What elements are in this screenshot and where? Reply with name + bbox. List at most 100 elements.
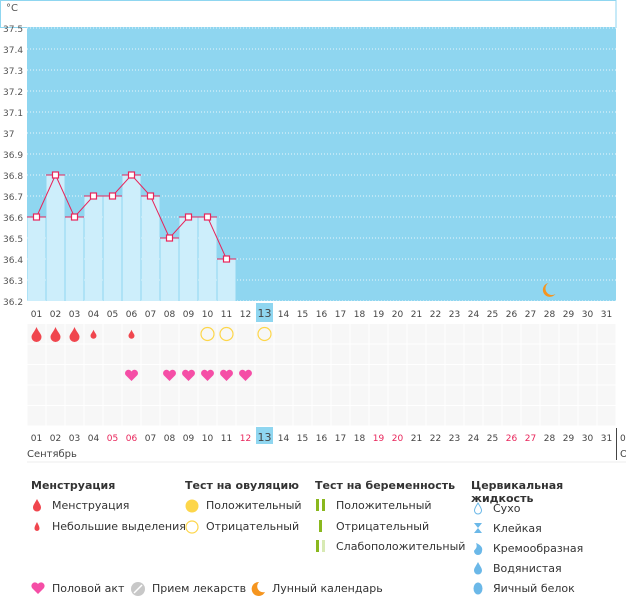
moon-icon (251, 581, 265, 596)
cell (122, 344, 141, 364)
cell (388, 365, 407, 385)
temp-bar (65, 217, 84, 301)
cell (255, 406, 274, 426)
cell (103, 344, 122, 364)
day-label-top: 19 (373, 310, 385, 320)
cell (407, 344, 426, 364)
cell (160, 344, 179, 364)
heart-icon (31, 582, 45, 594)
cell (445, 344, 464, 364)
y-tick-label: 36.3 (3, 277, 23, 287)
cell (141, 344, 160, 364)
legend-pregnancy-title: Тест на беременность (315, 479, 456, 492)
cell (274, 406, 293, 426)
cell (331, 344, 350, 364)
cell (597, 344, 616, 364)
legend-pregnancy-positive: Положительный (316, 499, 432, 512)
cell (350, 406, 369, 426)
cell (578, 385, 597, 405)
cell (483, 324, 502, 344)
day-label-bottom: 11 (221, 434, 232, 444)
legend-cervical-creamy: Кремообразная (474, 542, 583, 555)
temp-point (146, 192, 155, 200)
day-label-top: 22 (430, 310, 441, 320)
cell (502, 344, 521, 364)
cell (27, 406, 46, 426)
cell (312, 344, 331, 364)
cell (160, 324, 179, 344)
cell (46, 406, 65, 426)
two-lines-icon (316, 499, 325, 511)
heart-icon (163, 369, 176, 381)
cell (388, 344, 407, 364)
temp-point (70, 213, 79, 221)
cell (388, 406, 407, 426)
y-tick-label: 36.8 (3, 172, 23, 182)
cell (217, 344, 236, 364)
cell (464, 385, 483, 405)
cell (350, 385, 369, 405)
cell (46, 365, 65, 385)
cell (350, 344, 369, 364)
legend-cervical-watery: Водянистая (474, 562, 562, 575)
cell (122, 406, 141, 426)
cell (160, 406, 179, 426)
day-label-top: 30 (582, 310, 594, 320)
legend-cervical-eggwhite: Яичный белок (473, 582, 575, 595)
y-tick-label: 36.5 (3, 235, 23, 245)
temp-point (222, 255, 231, 263)
day-label-top: 05 (107, 310, 118, 320)
temp-point (203, 213, 212, 221)
cell (198, 344, 217, 364)
y-tick-label: 37.3 (3, 67, 23, 77)
day-label-bottom: 22 (430, 434, 441, 444)
cell (483, 344, 502, 364)
day-label-bottom: 12 (240, 434, 251, 444)
cell (198, 406, 217, 426)
cell (521, 344, 540, 364)
legend-menstruation-title: Менструация (31, 479, 116, 492)
cell (65, 385, 84, 405)
cell (426, 344, 445, 364)
day-label-top: 13 (258, 307, 272, 320)
day-label-bottom: 16 (316, 434, 328, 444)
legend-menstruation: Менструация (33, 499, 129, 512)
legend-pregnancy-negative: Отрицательный (319, 520, 429, 533)
y-tick-label: 36.4 (3, 256, 23, 266)
temp-bar (103, 196, 122, 301)
legend-pregnancy-weak: Слабоположительный (316, 540, 465, 553)
day-label-bottom: 04 (88, 434, 100, 444)
cell (103, 365, 122, 385)
cell (179, 385, 198, 405)
cell (65, 406, 84, 426)
day-label-bottom: 17 (335, 434, 346, 444)
day-label-bottom: 02 (50, 434, 61, 444)
day-label-top: 02 (50, 310, 61, 320)
temp-point (184, 213, 193, 221)
cell (331, 365, 350, 385)
water-drop-icon (474, 562, 482, 575)
day-label-bottom: 14 (278, 434, 290, 444)
cell (426, 324, 445, 344)
cell (236, 385, 255, 405)
cell (559, 344, 578, 364)
day-label-top: 28 (544, 310, 556, 320)
cell (407, 324, 426, 344)
legend-cervical-dry: Сухо (473, 501, 520, 515)
cell (502, 324, 521, 344)
blood-drop-icon (69, 327, 80, 342)
day-label-bottom: 26 (506, 434, 518, 444)
temp-point (108, 192, 117, 200)
day-label-top: 20 (392, 310, 404, 320)
heart-icon (239, 369, 252, 381)
day-label-bottom: 29 (563, 434, 575, 444)
cell (559, 406, 578, 426)
cell (103, 406, 122, 426)
cell (331, 385, 350, 405)
day-label-top: 04 (88, 310, 100, 320)
day-label-bottom: 21 (411, 434, 422, 444)
y-tick-label: 36.2 (3, 298, 23, 308)
cell (483, 365, 502, 385)
cell (369, 324, 388, 344)
cell (388, 385, 407, 405)
